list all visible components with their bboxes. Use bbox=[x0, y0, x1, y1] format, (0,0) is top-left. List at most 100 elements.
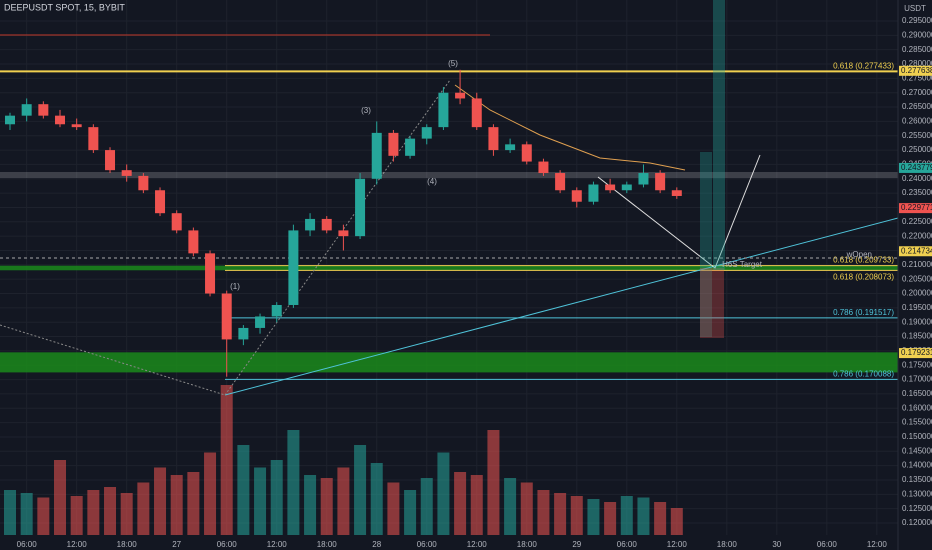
volume-bar bbox=[120, 493, 133, 535]
candle-body bbox=[538, 161, 549, 174]
x-tick-label: 18:00 bbox=[117, 540, 138, 549]
candle-body bbox=[255, 316, 266, 328]
x-tick-label: 18:00 bbox=[717, 540, 738, 549]
candle-body bbox=[405, 138, 416, 156]
volume-bar bbox=[4, 490, 16, 535]
trend-line bbox=[0, 324, 226, 396]
volume-bar bbox=[170, 475, 183, 535]
volume-bar bbox=[420, 478, 433, 535]
x-tick-label: 30 bbox=[772, 540, 781, 549]
price-tag bbox=[899, 246, 932, 257]
price-tag-label: 0.179231 bbox=[901, 348, 932, 357]
trend-line bbox=[224, 79, 451, 396]
candle-body bbox=[88, 127, 99, 151]
volume-bar bbox=[70, 496, 83, 535]
fib-label: 0.786 (0.170088) bbox=[833, 369, 894, 378]
volume-bar bbox=[54, 460, 67, 535]
volume-bar bbox=[270, 460, 283, 535]
volume-bar bbox=[487, 430, 500, 535]
candle-body bbox=[305, 218, 316, 231]
volume-bar bbox=[204, 452, 217, 535]
x-tick-label: 12:00 bbox=[867, 540, 888, 549]
candle-body bbox=[355, 178, 366, 237]
price-tag bbox=[899, 162, 932, 173]
highlight bbox=[713, 0, 725, 270]
wave-label: (1) bbox=[230, 282, 240, 291]
volume-bar bbox=[537, 490, 550, 535]
candle-body bbox=[438, 92, 449, 128]
volume-bar bbox=[254, 467, 267, 535]
candle-body bbox=[238, 327, 249, 340]
volume-bar bbox=[154, 467, 167, 535]
candle-body bbox=[288, 230, 299, 305]
highlight bbox=[700, 152, 712, 337]
volume-bar bbox=[437, 452, 450, 535]
fib-label: 0.618 (0.209733) bbox=[833, 256, 894, 265]
volume-bar bbox=[620, 496, 633, 535]
fib-label: 0.618 (0.208073) bbox=[833, 272, 894, 281]
candle-body bbox=[321, 218, 332, 231]
candle-body bbox=[338, 230, 349, 237]
wave-label: (3) bbox=[361, 106, 371, 115]
candle-body bbox=[588, 184, 599, 202]
zone bbox=[0, 352, 898, 373]
candle-body bbox=[471, 98, 482, 128]
volume-bar bbox=[404, 490, 417, 535]
candle-body bbox=[488, 127, 499, 151]
volume-bar bbox=[654, 502, 667, 535]
volume-bar bbox=[670, 508, 683, 535]
candle-body bbox=[271, 304, 282, 317]
candle-body bbox=[371, 132, 382, 179]
x-tick-label: 18:00 bbox=[517, 540, 538, 549]
candle-body bbox=[5, 115, 15, 125]
volume-bar bbox=[137, 482, 150, 535]
zones bbox=[0, 265, 898, 373]
price-tag bbox=[899, 348, 932, 359]
fib-label: 0.786 (0.191517) bbox=[833, 308, 894, 317]
price-tag bbox=[899, 203, 932, 214]
candle-body bbox=[555, 173, 566, 191]
volume-bar bbox=[387, 482, 400, 535]
volume-bar bbox=[637, 497, 650, 535]
volume-bar bbox=[520, 482, 533, 535]
volume-bar bbox=[454, 472, 467, 535]
candle-body bbox=[188, 230, 199, 254]
candles bbox=[5, 69, 682, 377]
candle-body bbox=[221, 293, 232, 340]
x-tick-label: 12:00 bbox=[67, 540, 88, 549]
candle-body bbox=[455, 92, 466, 99]
volume-bar bbox=[20, 493, 33, 535]
projection bbox=[597, 154, 761, 269]
annotation: H6S Target bbox=[722, 260, 763, 269]
trend-line bbox=[224, 217, 899, 396]
highlight bbox=[700, 268, 724, 338]
price-tag-label: 0.243779 bbox=[901, 163, 932, 172]
volume-bar bbox=[604, 502, 617, 535]
x-tick-label: 29 bbox=[572, 540, 581, 549]
currency: USDT bbox=[904, 4, 926, 13]
candle-body bbox=[105, 150, 116, 171]
volume bbox=[4, 385, 683, 535]
volume-bar bbox=[570, 496, 583, 535]
volume-bar bbox=[220, 385, 233, 535]
volume-bar bbox=[370, 463, 383, 535]
